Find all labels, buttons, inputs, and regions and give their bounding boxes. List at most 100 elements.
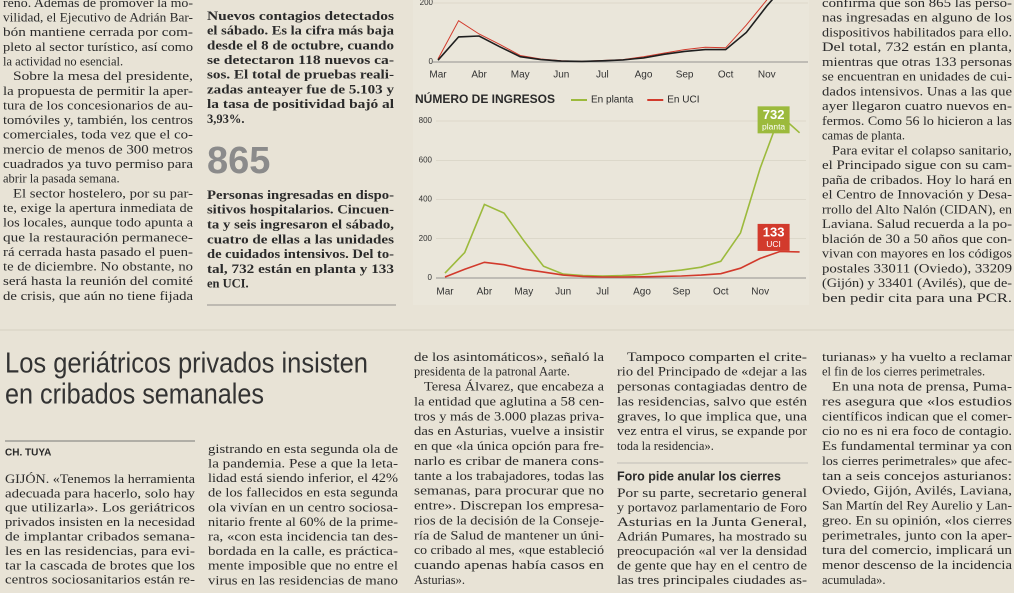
text-line: de los asintomáticos», señaló la <box>414 350 605 364</box>
text-line: rá cerrada hasta pasado el puen- <box>3 245 193 259</box>
text-line: zadas anteayer fue de 5.103 y <box>207 82 395 96</box>
text-line: que utilizarla». Los geriátricos <box>5 501 195 515</box>
series-line <box>437 0 774 63</box>
text-line: la entidad que aglutina a 58 cen- <box>414 394 604 408</box>
text-line: confirma que son 865 las perso- <box>822 0 1012 10</box>
text-line: mientras que otras 133 personas <box>822 55 1012 69</box>
y-tick-label: 0 <box>428 273 433 282</box>
text-line: el fin de los cierres perimetrales. <box>822 365 985 379</box>
text-line: Para evitar el colapso sanitario, <box>832 143 1012 157</box>
text-line: GIJÓN. «Tenemos la herramienta <box>5 472 196 486</box>
text-line: tar la cascada de brotes que los <box>5 558 195 572</box>
text-line: cuatro de ellas a las unidades <box>207 232 394 246</box>
end-label-value: 732 <box>763 107 785 122</box>
text-line: paña de cribados. Hoy lo hará en <box>822 173 1013 187</box>
text-line: (Gijón) y 33401 (Avilés), que de- <box>822 276 1012 290</box>
text-line: los locales, aunque todo apunta a <box>3 216 194 230</box>
text-line: Nuevos contagios detectados <box>207 9 394 23</box>
text-line: rios de la decisión de la Conseje- <box>414 513 604 527</box>
text-line: sitivos hospitalarios. Cincuen- <box>207 203 394 217</box>
x-tick-label: Abr <box>477 287 493 298</box>
y-tick-label: 800 <box>419 116 433 125</box>
text-line: ben pedir cita para una PCR. <box>822 291 1012 305</box>
series-line <box>444 250 800 278</box>
text-line: te, exige la apertura inmediata de <box>3 201 194 215</box>
text-line: toda la residencia». <box>617 439 714 453</box>
text-line: narlo es cribar de manera cons- <box>414 454 604 468</box>
text-line: los cierres perimetrales» que afec- <box>822 454 1012 468</box>
text-line: de los fallecidos en esta segunda <box>208 486 399 500</box>
chart-title: NÚMERO DE INGRESOS <box>415 91 555 106</box>
headline: Los geriátricos privados insisten <box>5 348 368 380</box>
text-line: rio del Principado de «dejar a las <box>617 365 807 379</box>
text-line: centros sociosanitarios están re- <box>5 573 195 587</box>
end-label-text: planta <box>762 122 785 132</box>
x-tick-label: Mar <box>436 287 454 298</box>
x-tick-label: Oct <box>713 287 729 298</box>
text-line: la tasa de positividad bajó al <box>207 97 395 111</box>
text-line: tante a los trabajadores, todas las <box>414 469 604 483</box>
text-line: res asegura que «los estudios <box>822 394 1012 408</box>
x-tick-label: Jun <box>555 287 571 298</box>
x-tick-label: Ago <box>635 70 653 81</box>
byline: CH. TUYA <box>5 448 51 459</box>
text-line: será hasta la reunión del comité <box>3 274 194 288</box>
text-line: sos. El total de pruebas reali- <box>207 68 394 82</box>
text-line: Adrián Pumares, ha mostrado su <box>617 529 808 543</box>
text-line: cuadrados ya tuvo permiso para <box>3 157 194 171</box>
text-line: Asturias en la Junta General, <box>617 515 807 529</box>
text-line: En una nota de prensa, Puma- <box>832 380 1012 394</box>
text-line: greo. En su opinión, «los cierres <box>822 513 1012 527</box>
text-line: nitario frente al 60% de la prime- <box>208 515 398 529</box>
plot <box>444 113 801 278</box>
text-line: las residencias, salvo que estén <box>617 394 808 408</box>
text-line: Tampoco comparten el crite- <box>627 350 807 364</box>
text-line: ría de Salud de mantener un úni- <box>414 528 604 542</box>
text-line: dados intensivos. Unas a las que <box>822 84 1013 98</box>
text-line: de cuidados intensivos. Del to- <box>207 247 394 261</box>
text-line: vez entra el virus, se expande por <box>617 424 808 438</box>
series-line <box>444 113 801 277</box>
text-line: fermos. Como 56 lo hicieron a las <box>822 114 1012 128</box>
text-line: camas de planta. <box>822 129 905 143</box>
text-line: 3,93%. <box>207 112 245 126</box>
text-line: Asturias». <box>414 573 465 587</box>
text-line: tan a seis concejos asturianos: <box>822 469 1012 483</box>
end-label-text: UCI <box>766 239 781 249</box>
text-line: de implantar cribados semana- <box>5 529 195 543</box>
text-line: El sector hostelero, por su par- <box>13 186 193 200</box>
x-tick-label: Abr <box>471 70 487 81</box>
text-line: Personas ingresadas en dispo- <box>207 188 394 202</box>
text-line: mente imposible que no entre el <box>208 559 399 573</box>
legend-label: En UCI <box>667 95 699 106</box>
text-line: en UCI. <box>207 277 249 291</box>
headline: en cribados semanales <box>5 379 264 411</box>
text-line: que la restauración permanece- <box>3 230 193 244</box>
text-line: preocupación «al ver la densidad <box>617 544 808 558</box>
text-line: tros y más de 3.000 plazas priva- <box>414 409 604 423</box>
text-line: das en Asturias, vuelve a insistir <box>414 424 605 438</box>
text-line: rrollo del Alto Nalón (CIDAN), en <box>822 202 1013 216</box>
text-line: cuando apenas había casos en <box>414 558 605 572</box>
text-line: les en las residencias, para evi- <box>5 544 195 558</box>
text-line: el sábado. Es la cifra más baja <box>207 24 395 38</box>
y-tick-label: 200 <box>420 0 434 7</box>
text-line: bón mantiene cerrada por com- <box>3 25 193 39</box>
text-line: virus en las residencias de mano <box>208 573 398 587</box>
text-line: graves, lo que implica que, una <box>617 409 808 423</box>
text-line: lidad está siendo inferior, el 42% <box>208 471 398 485</box>
text-line: la propuesta de permitir la aper- <box>3 84 193 98</box>
x-tick-label: Jun <box>553 70 569 81</box>
text-line: desde el 8 de octubre, cuando <box>207 38 394 52</box>
text-line: ta y seis ingresaron el sábado, <box>207 217 394 231</box>
text-line: presidenta de la patronal Aarte. <box>414 365 570 379</box>
x-tick-label: Ago <box>633 287 651 298</box>
text-line: tura de los concesionarios de au- <box>3 98 193 112</box>
text-line: San Martín del Rey Aurelio y Lan- <box>822 499 1012 513</box>
text-line: Del total, 732 están en planta, <box>822 40 1012 54</box>
text-line: tal, 732 están en planta y 133 <box>207 262 394 276</box>
x-tick-label: Nov <box>758 70 776 81</box>
x-tick-label: Sep <box>676 70 694 81</box>
text-line: abrir la pasada semana. <box>3 172 120 186</box>
text-line: el Principado sigue con su cam- <box>822 158 1012 172</box>
